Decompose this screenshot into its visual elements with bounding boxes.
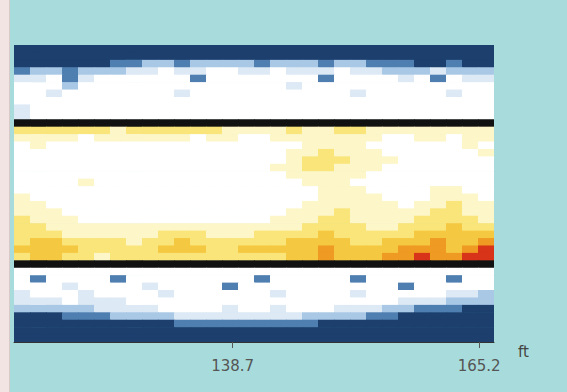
svg-text:138.7: 138.7	[211, 357, 254, 375]
svg-text:165.2: 165.2	[458, 357, 501, 375]
svg-text:ft: ft	[518, 343, 529, 361]
